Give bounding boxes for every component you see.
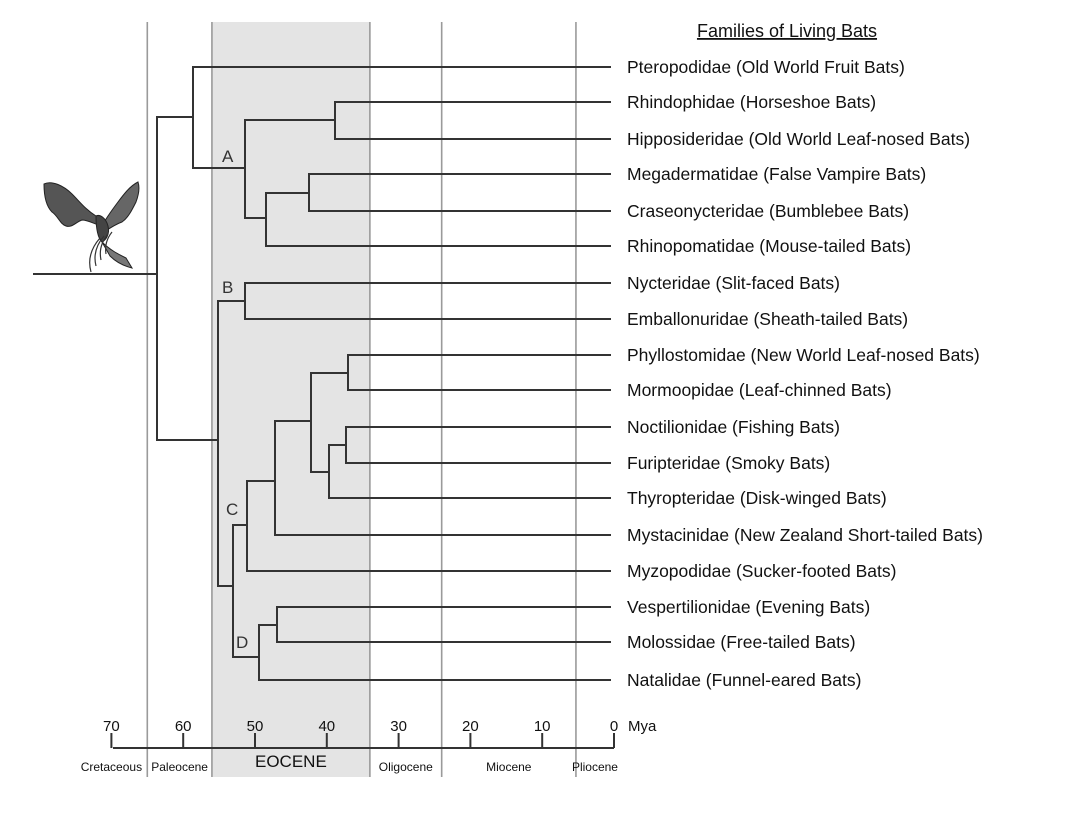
axis-tick-label: 70 bbox=[103, 718, 120, 735]
epoch-label: Miocene bbox=[486, 760, 532, 774]
axis-tick-label: 30 bbox=[390, 718, 407, 735]
bat-tail-membrane bbox=[101, 241, 134, 269]
epoch-label: Cretaceous bbox=[81, 760, 142, 774]
family-label: Mormoopidae (Leaf-chinned Bats) bbox=[627, 380, 892, 400]
clade-label-a: A bbox=[222, 147, 234, 166]
epoch-boundaries bbox=[146, 22, 577, 777]
family-label: Noctilionidae (Fishing Bats) bbox=[627, 417, 840, 437]
bat-echolocation-icon bbox=[43, 181, 140, 273]
bat-wing-left bbox=[43, 182, 104, 227]
family-label: Thyropteridae (Disk-winged Bats) bbox=[627, 488, 887, 508]
echolocation-waves bbox=[89, 231, 113, 273]
bat-wing-right bbox=[101, 181, 140, 233]
family-label: Craseonycteridae (Bumblebee Bats) bbox=[627, 201, 909, 221]
family-label: Vespertilionidae (Evening Bats) bbox=[627, 597, 870, 617]
phylogenetic-tree bbox=[33, 66, 611, 681]
family-label: Furipteridae (Smoky Bats) bbox=[627, 453, 830, 473]
clade-label-d: D bbox=[236, 633, 248, 652]
bat-body bbox=[95, 215, 109, 243]
epoch-label: EOCENE bbox=[255, 752, 327, 771]
family-label: Mystacinidae (New Zealand Short-tailed B… bbox=[627, 525, 983, 545]
family-label: Molossidae (Free-tailed Bats) bbox=[627, 632, 856, 652]
family-label: Natalidae (Funnel-eared Bats) bbox=[627, 670, 861, 690]
family-label: Pteropodidae (Old World Fruit Bats) bbox=[627, 57, 905, 77]
family-label: Rhinopomatidae (Mouse-tailed Bats) bbox=[627, 236, 911, 256]
epoch-label: Pliocene bbox=[572, 760, 618, 774]
axis-tick-label: 0 bbox=[610, 718, 618, 735]
family-label: Myzopodidae (Sucker-footed Bats) bbox=[627, 561, 896, 581]
epoch-label: Oligocene bbox=[379, 760, 433, 774]
clade-label-c: C bbox=[226, 500, 238, 519]
epoch-labels: Cretaceous Paleocene EOCENE Oligocene Miocen… bbox=[81, 752, 619, 774]
family-labels: Pteropodidae (Old World Fruit Bats) Rhind… bbox=[627, 57, 983, 690]
axis-tick-label: 60 bbox=[175, 718, 192, 735]
family-label: Nycteridae (Slit-faced Bats) bbox=[627, 273, 840, 293]
epoch-label: Paleocene bbox=[151, 760, 208, 774]
diagram-title: Families of Living Bats bbox=[697, 21, 877, 41]
family-label: Phyllostomidae (New World Leaf-nosed Bat… bbox=[627, 345, 980, 365]
axis-unit-label: Mya bbox=[628, 718, 657, 735]
axis-ticks: 70 60 50 40 30 20 10 0 bbox=[103, 718, 618, 748]
family-label: Emballonuridae (Sheath-tailed Bats) bbox=[627, 309, 908, 329]
eocene-band bbox=[211, 22, 370, 777]
family-label: Rhindophidae (Horseshoe Bats) bbox=[627, 92, 876, 112]
axis-tick-label: 50 bbox=[247, 718, 264, 735]
family-label: Megadermatidae (False Vampire Bats) bbox=[627, 164, 926, 184]
clade-label-b: B bbox=[222, 278, 233, 297]
axis-tick-label: 40 bbox=[318, 718, 335, 735]
axis-tick-label: 10 bbox=[534, 718, 551, 735]
axis-tick-label: 20 bbox=[462, 718, 479, 735]
family-label: Hipposideridae (Old World Leaf-nosed Bat… bbox=[627, 129, 970, 149]
